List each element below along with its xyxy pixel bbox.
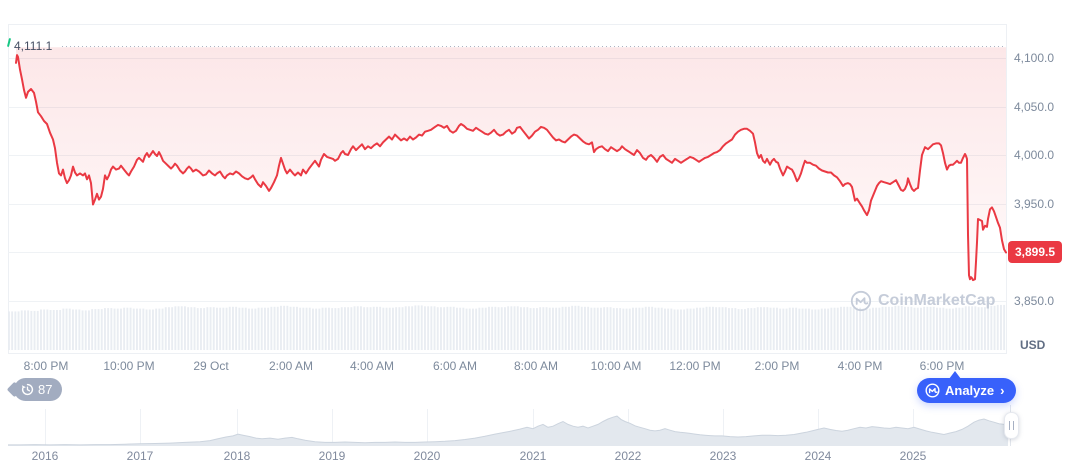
volume-bars	[8, 304, 1006, 350]
x-axis-label: 10:00 PM	[103, 359, 155, 373]
history-clock-icon	[21, 383, 34, 396]
price-line	[15, 54, 1007, 282]
gridline	[8, 252, 1006, 253]
y-axis-label: 4,050.0	[1014, 100, 1055, 114]
gridline	[8, 204, 1006, 205]
history-count: 87	[38, 382, 53, 397]
high-price-dotted-line	[62, 46, 1006, 47]
year-label: 2021	[519, 449, 547, 463]
year-label: 2022	[614, 449, 642, 463]
x-axis-label: 6:00 AM	[432, 359, 478, 373]
gridline	[8, 301, 1006, 302]
y-axis-label: 4,100.0	[1014, 51, 1055, 65]
x-axis-label: 6:00 PM	[919, 359, 965, 373]
x-axis-label: 12:00 PM	[669, 359, 721, 373]
y-axis-label: 3,950.0	[1014, 197, 1055, 211]
minimap-brush-handle[interactable]	[1004, 412, 1019, 439]
minimap-gridline	[140, 409, 141, 446]
x-axis-label: 2:00 PM	[754, 359, 800, 373]
minimap-gridline	[237, 409, 238, 446]
price-area-fill	[16, 47, 1006, 281]
analyze-label: Analyze	[945, 383, 995, 398]
year-label: 2018	[223, 449, 251, 463]
x-axis-label: 2:00 AM	[268, 359, 314, 373]
minimap-gridline	[723, 409, 724, 446]
cmc-logo-icon	[925, 383, 940, 398]
year-label: 2019	[318, 449, 346, 463]
history-badge[interactable]: 87	[14, 378, 63, 401]
analyze-tooltip-arrow	[949, 371, 961, 379]
gridline	[8, 155, 1006, 156]
y-axis-label: 4,000.0	[1014, 148, 1055, 162]
x-axis-label: 29 Oct	[193, 359, 229, 373]
minimap-gridline	[427, 409, 428, 446]
grip-icon	[1009, 421, 1014, 430]
high-price-label: 4,111.1	[14, 39, 53, 53]
x-axis-label: 4:00 AM	[349, 359, 395, 373]
year-label: 2025	[899, 449, 927, 463]
x-axis-label: 8:00 PM	[23, 359, 69, 373]
minimap-area-edge	[8, 415, 1009, 446]
coinmarketcap-watermark: CoinMarketCap	[850, 290, 995, 312]
year-label: 2017	[126, 449, 154, 463]
x-axis-label: 10:00 AM	[590, 359, 642, 373]
minimap-gridline	[45, 409, 46, 446]
minimap-gridline	[533, 409, 534, 446]
year-label: 2016	[31, 449, 59, 463]
currency-label: USD	[1020, 338, 1046, 352]
minimap-area[interactable]	[8, 416, 1008, 446]
cmc-watermark-logo-icon	[850, 290, 872, 312]
chevron-right-icon: ›	[1000, 383, 1005, 398]
year-label: 2024	[804, 449, 832, 463]
x-axis-label: 4:00 PM	[837, 359, 883, 373]
analyze-button[interactable]: Analyze ›	[917, 378, 1017, 403]
minimap-gridline	[332, 409, 333, 446]
y-axis-label: 3,850.0	[1014, 294, 1055, 308]
year-label: 2023	[709, 449, 737, 463]
x-axis-label: 8:00 AM	[513, 359, 559, 373]
minimap-gridline	[818, 409, 819, 446]
watermark-text: CoinMarketCap	[878, 292, 996, 309]
current-price-badge: 3,899.5	[1008, 241, 1063, 263]
year-label: 2020	[413, 449, 441, 463]
